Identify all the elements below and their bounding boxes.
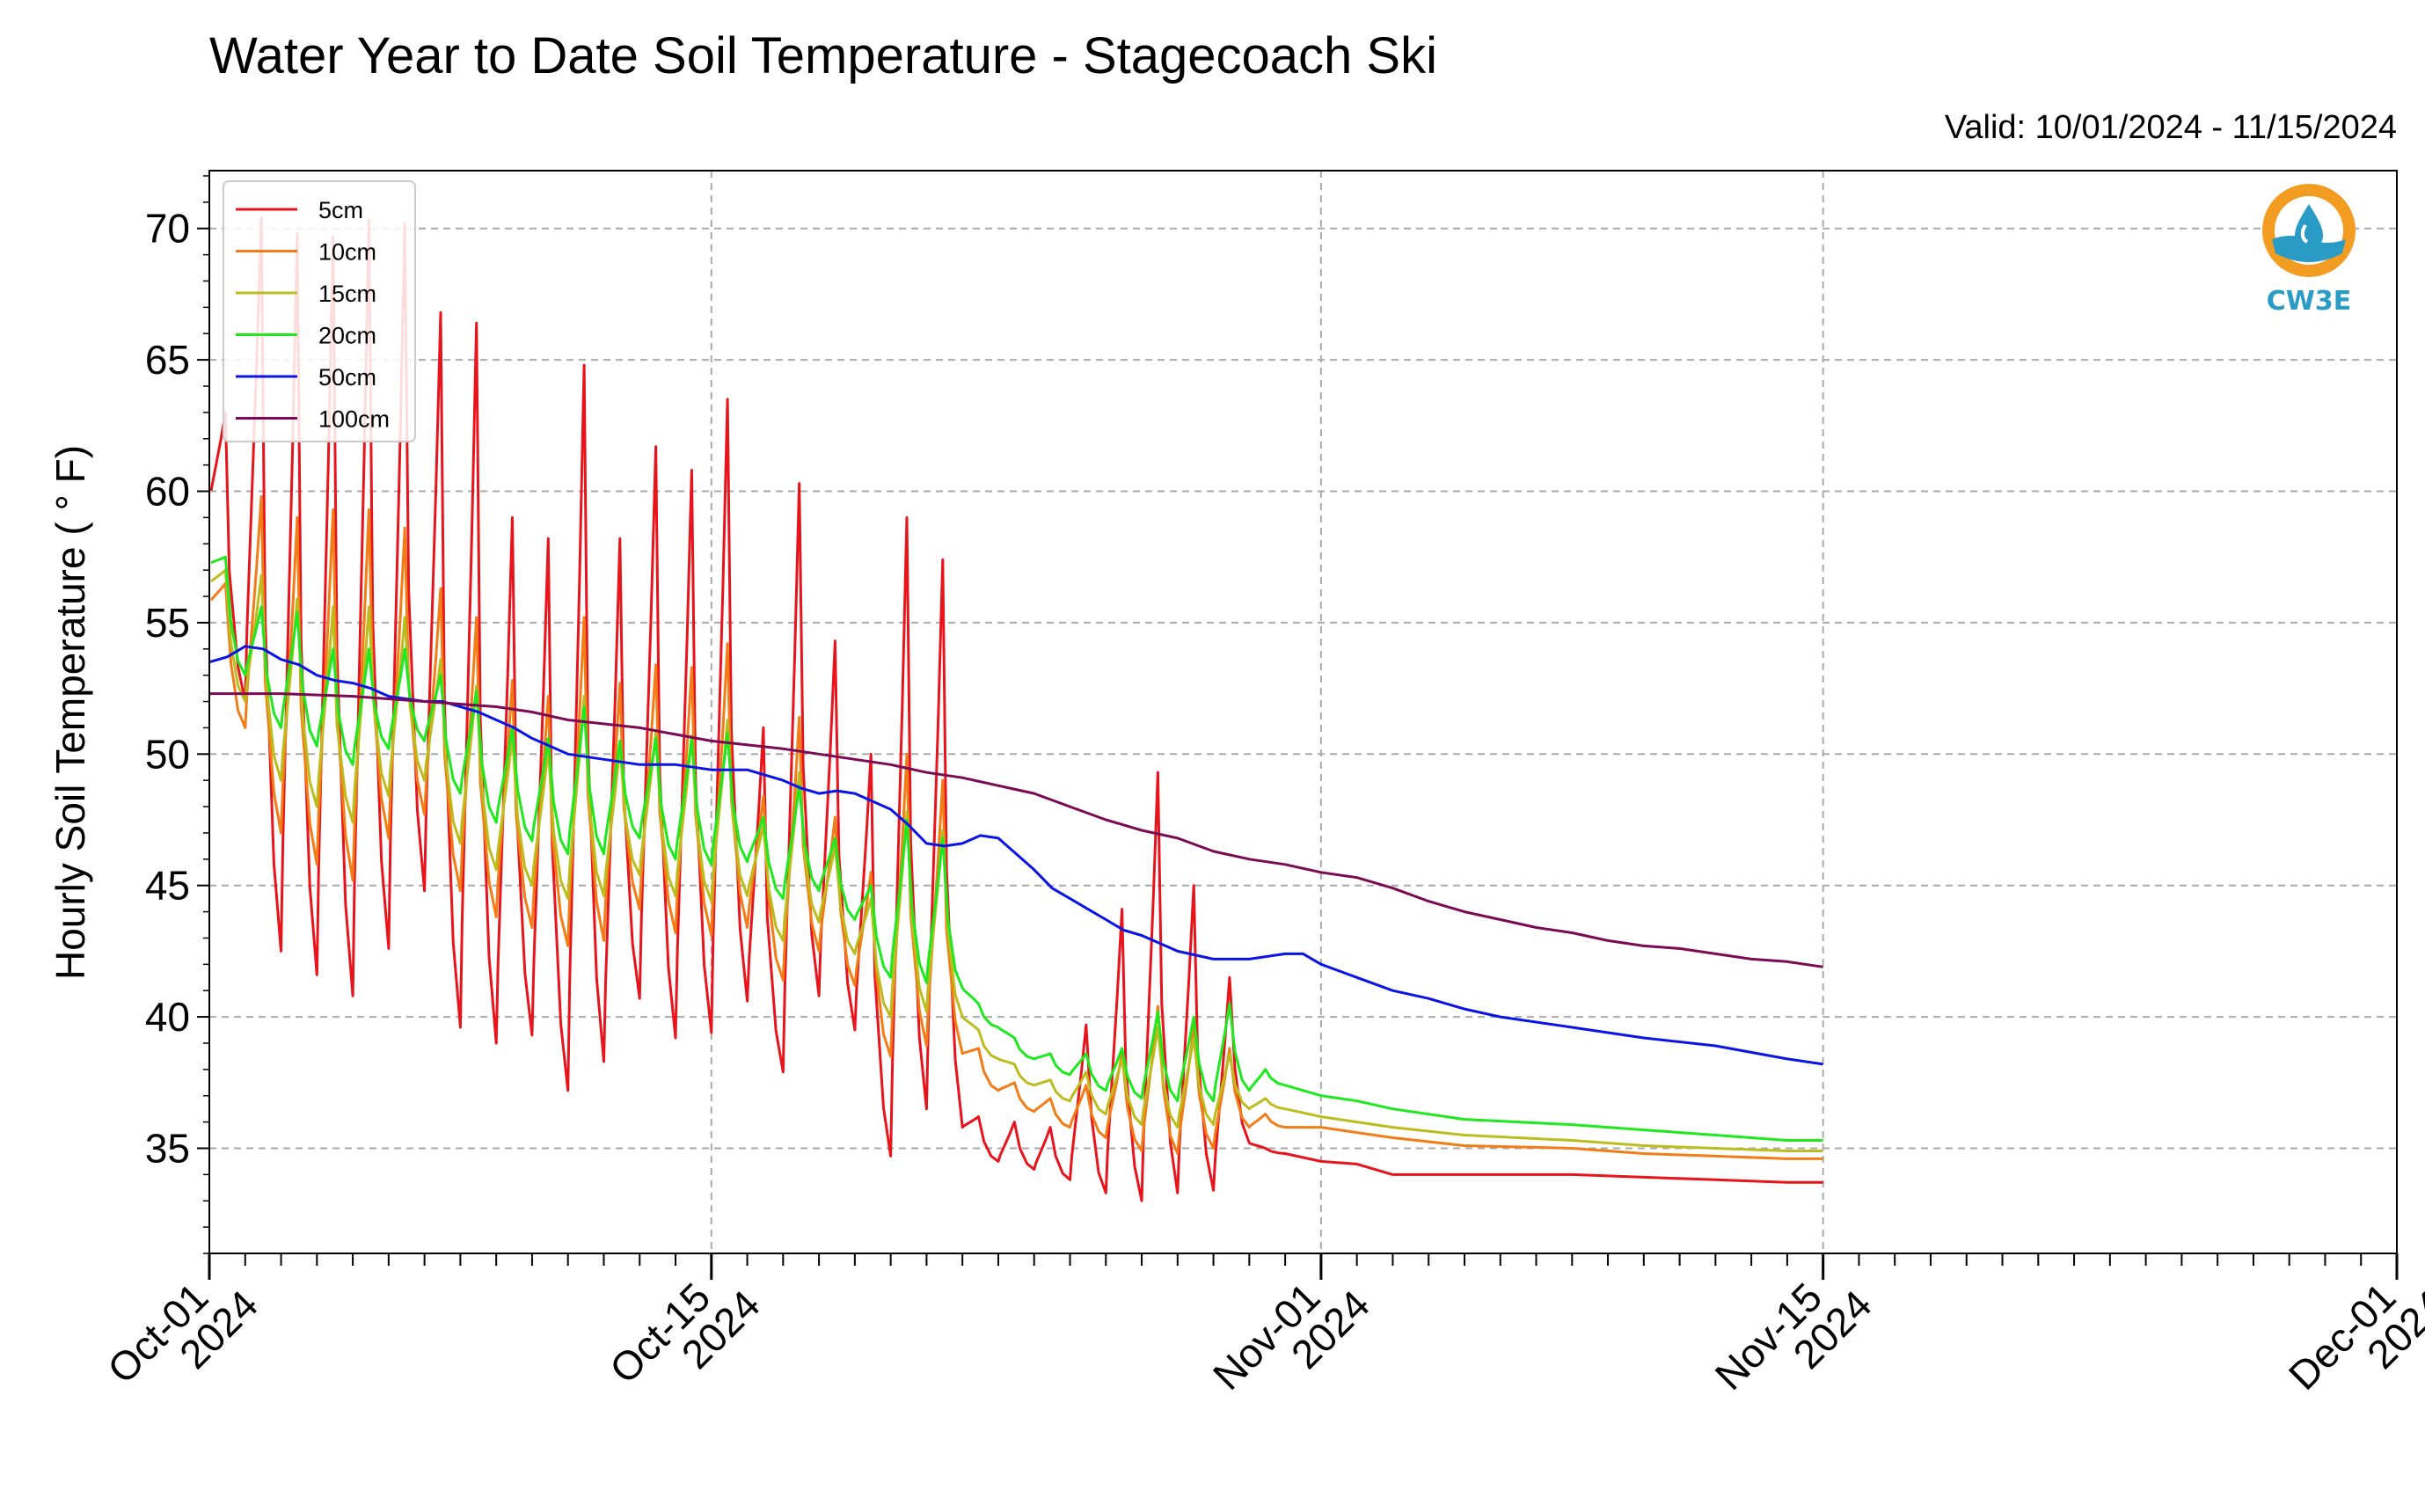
y-tick-label: 55 xyxy=(145,600,190,646)
plot-frame xyxy=(208,170,2398,1254)
y-tick-label: 60 xyxy=(145,469,190,515)
y-tick-label: 70 xyxy=(145,206,190,252)
series-lines xyxy=(208,216,1823,1202)
valid-date-range: Valid: 10/01/2024 - 11/15/2024 xyxy=(1944,109,2397,146)
legend-label-15cm: 15cm xyxy=(318,281,376,307)
y-tick-label: 50 xyxy=(145,731,190,777)
logo-text: CW3E xyxy=(2267,286,2351,317)
legend-label-5cm: 5cm xyxy=(318,197,363,223)
y-tick-label: 40 xyxy=(145,994,190,1040)
cw3e-logo: CW3E xyxy=(2262,184,2356,317)
series-line-50cm xyxy=(208,645,1823,1066)
series-line-5cm xyxy=(209,216,1823,1202)
chart-title: Water Year to Date Soil Temperature - St… xyxy=(209,27,1437,84)
legend-label-10cm: 10cm xyxy=(318,239,376,266)
legend-label-20cm: 20cm xyxy=(318,323,376,349)
y-tick-label: 65 xyxy=(145,337,190,383)
y-axis: 35 40 45 50 55 60 65 70 xyxy=(145,206,190,1172)
series-line-100cm xyxy=(209,692,1823,968)
y-tick-label: 45 xyxy=(145,863,190,909)
series-line-10cm xyxy=(209,495,1823,1160)
series-line-20cm xyxy=(210,555,1823,1142)
y-tick-label: 35 xyxy=(145,1125,190,1171)
y-axis-title: Hourly Soil Temperature ( ° F) xyxy=(47,445,93,980)
legend: 5cm 10cm 15cm 20cm 50cm 100cm xyxy=(223,180,416,442)
legend-label-100cm: 100cm xyxy=(318,406,390,433)
logo-drop-shine xyxy=(2300,223,2309,244)
axis-ticks xyxy=(197,175,2399,1280)
series-line-15cm xyxy=(210,568,1823,1152)
legend-label-50cm: 50cm xyxy=(318,364,376,391)
